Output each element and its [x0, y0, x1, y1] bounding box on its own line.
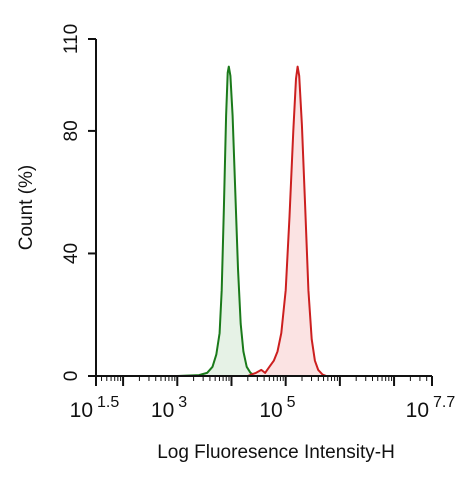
x-tick-label-exponent: 7.7 — [433, 394, 455, 411]
x-tick-label: 10 7.7 — [406, 394, 456, 422]
x-tick-label-base: 10 — [70, 399, 93, 422]
y-axis: 0 40 80 110 — [61, 24, 96, 381]
y-tick-label: 110 — [61, 24, 82, 54]
x-tick-label-exponent: 1.5 — [97, 394, 119, 411]
y-axis-label: Count (%) — [16, 165, 37, 251]
series-1-line — [177, 65, 259, 377]
x-tick-label: 10 1.5 — [70, 394, 120, 422]
series-2-area — [247, 66, 327, 376]
x-tick-label-base: 10 — [151, 399, 174, 422]
plot-area — [177, 65, 327, 377]
x-tick-label-base: 10 — [406, 399, 429, 422]
x-tick-label: 10 3 — [151, 394, 187, 422]
y-tick-label: 40 — [61, 243, 82, 264]
x-tick-label: 10 5 — [259, 394, 295, 422]
series-1-area — [177, 66, 259, 376]
x-tick-label-exponent: 5 — [287, 394, 296, 411]
y-tick-label: 80 — [61, 120, 82, 141]
x-tick-label-exponent: 3 — [178, 394, 187, 411]
y-tick-label: 0 — [61, 371, 82, 382]
x-axis-label: Log Fluoresence Intensity-H — [157, 442, 395, 463]
x-tick-label-base: 10 — [259, 399, 282, 422]
x-axis: 10 1.5 10 3 10 5 10 7.7 — [70, 376, 456, 422]
series-2-line — [247, 65, 327, 377]
